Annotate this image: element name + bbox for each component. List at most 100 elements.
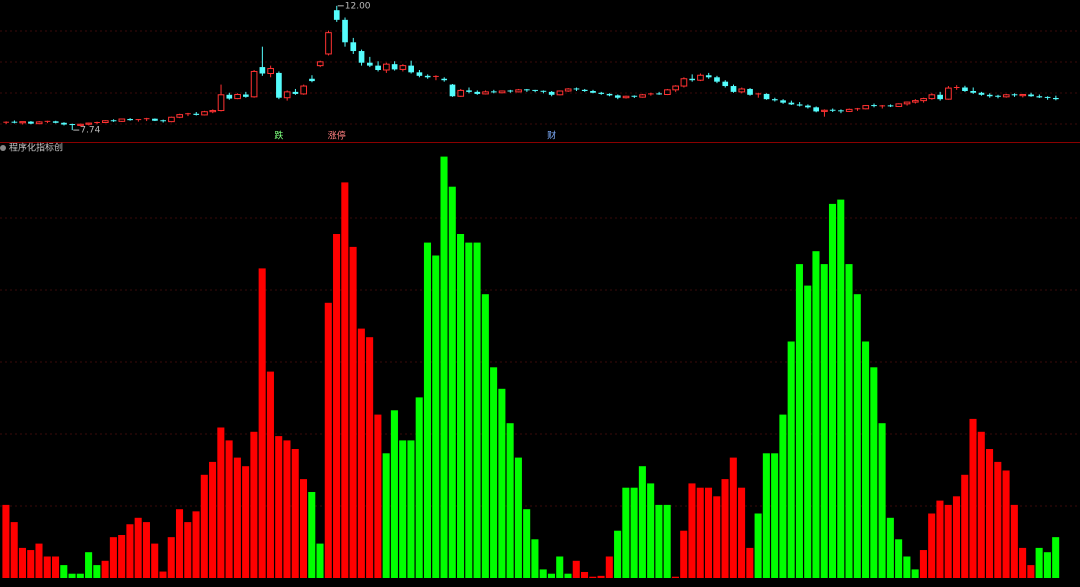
indicator-bar <box>630 487 638 578</box>
indicator-bar <box>1035 547 1043 578</box>
candle-body <box>937 94 943 100</box>
candle-body <box>276 72 282 98</box>
price-label: 7.74 <box>80 126 100 136</box>
indicator-bar <box>151 543 159 578</box>
indicator-bar <box>895 539 903 578</box>
candle-body <box>780 100 786 103</box>
indicator-bar <box>76 573 84 578</box>
candle-body <box>614 95 621 98</box>
indicator-bar <box>258 268 266 578</box>
indicator-bar <box>457 234 465 578</box>
indicator-bar <box>961 474 969 578</box>
indicator-bar <box>572 560 580 578</box>
candle-body <box>474 91 481 94</box>
indicator-bar <box>870 367 878 578</box>
candle-body <box>243 94 249 97</box>
candle-body <box>639 94 646 98</box>
indicator-bar <box>614 530 622 578</box>
indicator-bar <box>299 479 308 578</box>
candle-body <box>556 90 564 96</box>
candle-body <box>564 88 572 92</box>
indicator-bar <box>51 556 60 578</box>
candle-body <box>498 90 506 94</box>
indicator-bar <box>1002 470 1010 578</box>
candle-body <box>747 88 753 95</box>
candle-body <box>292 91 299 94</box>
candle-body <box>408 65 414 73</box>
candle-body <box>234 94 241 100</box>
indicator-bar <box>225 440 233 578</box>
candle-body <box>309 78 315 82</box>
indicator-bar <box>804 285 812 578</box>
indicator-bar <box>704 487 713 578</box>
candle-body <box>763 93 770 100</box>
indicator-bar <box>142 522 150 578</box>
indicator-bar <box>746 547 754 578</box>
candle-body <box>383 63 390 71</box>
candle-body <box>590 91 596 93</box>
indicator-bar <box>655 504 663 578</box>
indicator-bar <box>1010 504 1018 578</box>
indicator-bar <box>308 492 316 578</box>
indicator-bar <box>126 524 134 578</box>
indicator-bar <box>729 457 737 578</box>
indicator-bar <box>977 431 985 578</box>
candle-body <box>805 105 811 108</box>
indicator-bar <box>564 573 572 578</box>
indicator-bar <box>101 560 109 578</box>
indicator-bar <box>440 156 448 578</box>
candle-body <box>515 89 522 93</box>
indicator-bar <box>820 264 828 578</box>
candle-body <box>970 91 977 93</box>
candle-body <box>441 78 448 81</box>
candle-body <box>101 120 109 123</box>
indicator-bar <box>605 556 613 578</box>
indicator-bar <box>787 341 795 578</box>
candle-body <box>730 86 737 92</box>
candle-body <box>1036 96 1043 98</box>
indicator-bar <box>862 341 870 578</box>
indicator-bar <box>506 423 514 578</box>
indicator-bar <box>754 513 762 578</box>
indicator-bar <box>663 504 671 578</box>
indicator-bar <box>1027 565 1035 578</box>
indicator-bar <box>903 556 911 578</box>
indicator-bar <box>936 500 944 578</box>
indicator-bar <box>366 337 374 578</box>
candle-body <box>449 84 456 97</box>
candle-body <box>1002 94 1010 98</box>
indicator-bar <box>671 576 679 578</box>
indicator-bar <box>771 453 779 578</box>
indicator-bar <box>738 487 746 578</box>
price-label: 12.00 <box>345 1 371 11</box>
indicator-bar <box>27 550 35 578</box>
candle-body <box>796 104 803 106</box>
candle-body <box>1053 98 1059 100</box>
indicator-bar <box>85 552 93 578</box>
indicator-bar <box>374 414 382 578</box>
indicator-bar <box>465 242 473 578</box>
indicator-bar <box>944 504 952 578</box>
indicator-bar <box>845 264 853 578</box>
candle-body <box>259 67 266 74</box>
indicator-bar <box>688 483 696 578</box>
candle-body <box>1028 94 1034 97</box>
indicator-bar <box>266 371 274 578</box>
indicator-bar <box>167 537 175 578</box>
indicator-bar <box>473 242 481 578</box>
candle-body <box>19 121 26 124</box>
indicator-bar <box>638 466 646 578</box>
candle-body <box>978 92 985 95</box>
candle-body <box>366 62 373 66</box>
candle-body <box>193 113 200 115</box>
indicator-bar <box>43 556 51 578</box>
candle-body <box>176 114 184 118</box>
candle-body <box>912 100 919 103</box>
indicator-bar <box>432 255 440 578</box>
candle-body <box>862 105 870 110</box>
indicator-bar <box>18 547 26 578</box>
indicator-bar <box>242 466 250 578</box>
candle-body <box>300 85 308 95</box>
indicator-bar <box>209 461 217 578</box>
indicator-bar <box>523 509 531 578</box>
